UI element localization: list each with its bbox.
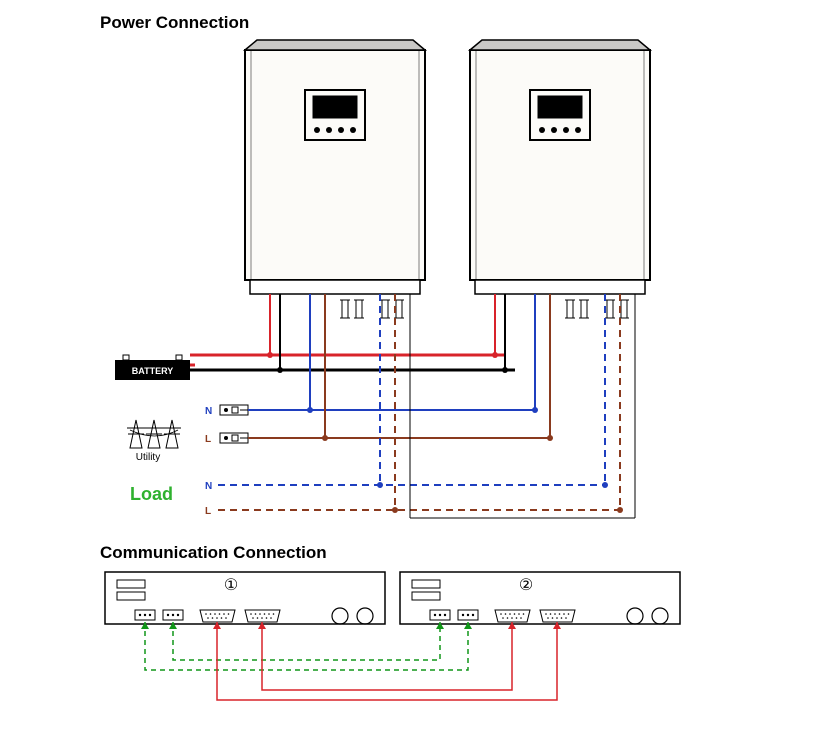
svg-text:Load: Load [130,484,173,504]
svg-text:L: L [205,506,211,517]
svg-text:N: N [205,481,212,492]
svg-text:BATTERY: BATTERY [132,366,174,376]
svg-text:②: ② [519,577,533,594]
svg-text:①: ① [224,577,238,594]
svg-text:Utility: Utility [136,452,160,463]
svg-text:N: N [205,406,212,417]
diagram-canvas: Power Connection Communication Connectio… [0,0,835,750]
svg-text:L: L [205,434,211,445]
wiring-svg: BATTERY Utility Load N L N L ① ② [0,0,835,750]
